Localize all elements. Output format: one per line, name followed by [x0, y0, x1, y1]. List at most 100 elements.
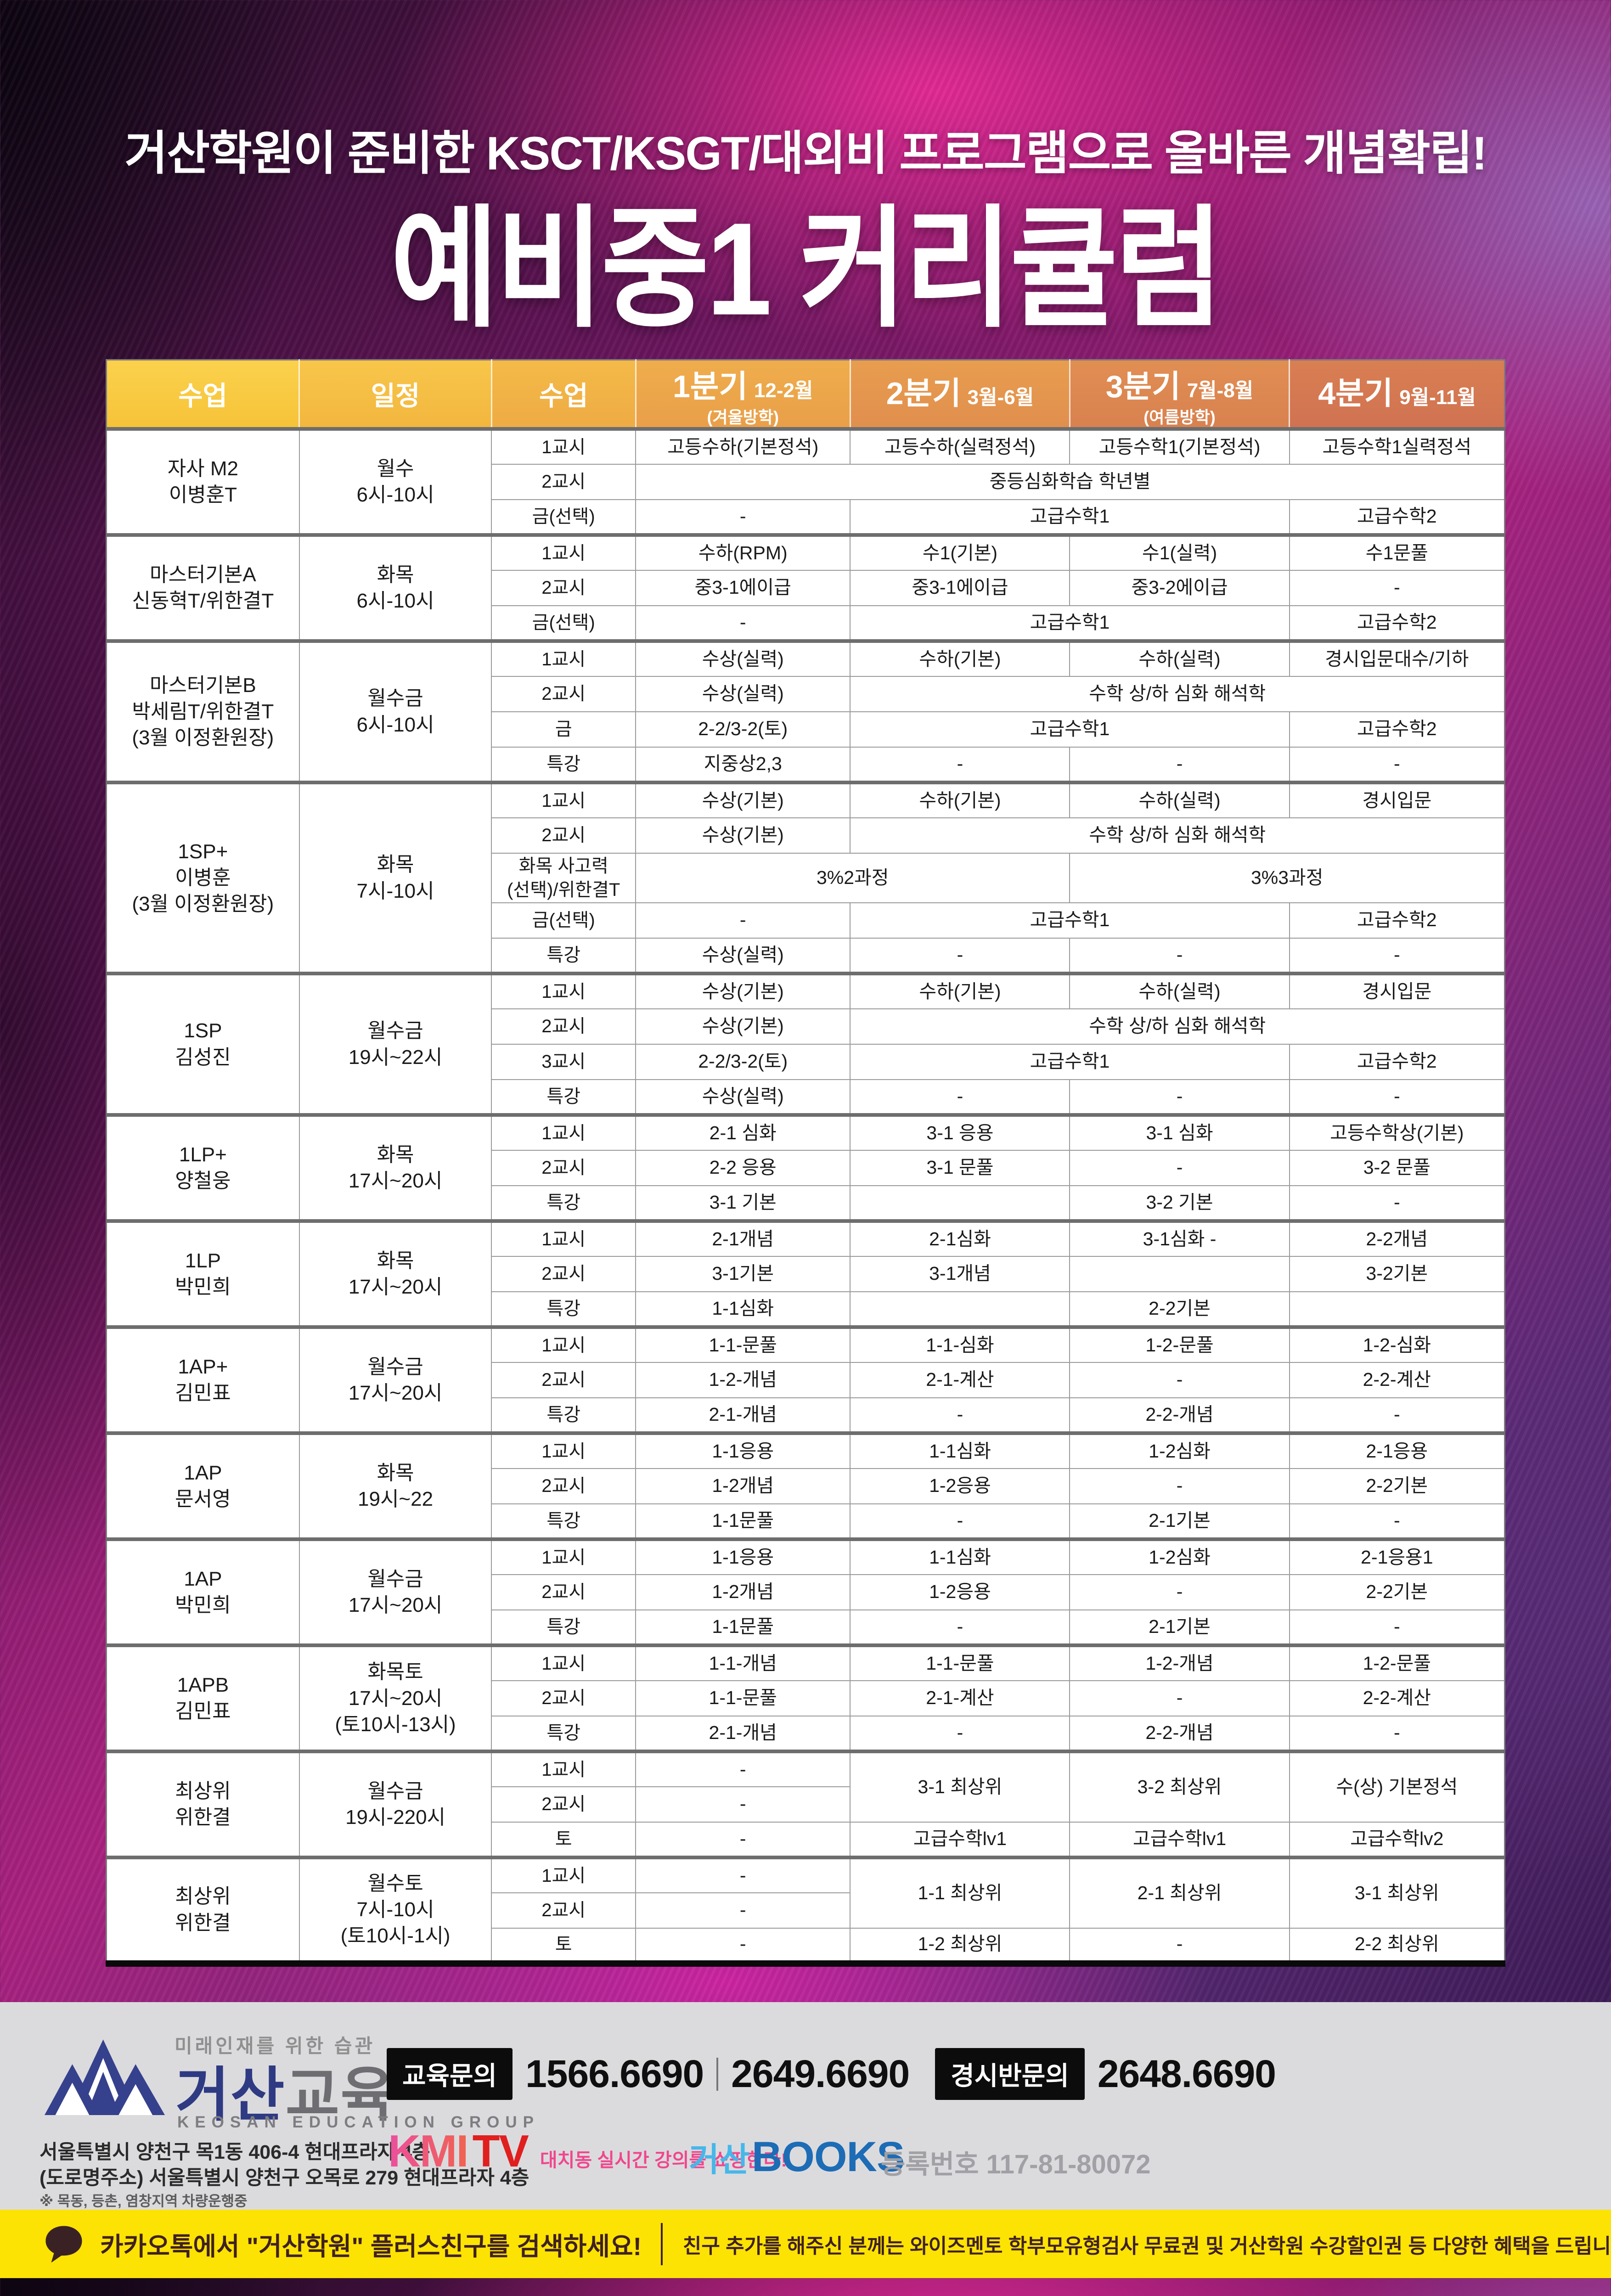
- table-row: 1LP+ 양철웅 화목 17시~20시 1교시 2-1 심화 3-1 응용 3-1 심화 고…: [106, 1114, 1505, 1221]
- table-row: 금(선택) - 고급수학1 고급수학2: [107, 605, 1505, 642]
- class-name-cell: 1AP 박민희: [106, 1538, 300, 1646]
- table-row: 2교시 1-2-개념 2-1-계산 -2-2-계산: [107, 1362, 1505, 1398]
- schedule-cell: 화목 19시~22: [299, 1432, 492, 1540]
- table-row: 2교시 수상(기본) 수학 상/하 심화 해석학: [107, 1008, 1505, 1045]
- curriculum-cell: 수상(기본): [635, 1008, 851, 1045]
- column-header: 일정: [299, 360, 492, 429]
- kmi-text: KMI: [388, 2126, 469, 2176]
- curriculum-cell: 수1(실력): [1069, 534, 1290, 571]
- curriculum-cell: 1-2심화: [1069, 1432, 1290, 1469]
- keosan-books-logo: 거산 BOOKS: [689, 2133, 905, 2181]
- table-row: 금(선택) - 고급수학1 고급수학2: [107, 902, 1505, 939]
- curriculum-cell: 1-1문풀: [635, 1609, 851, 1646]
- period-label-cell: 1교시: [491, 1644, 637, 1681]
- curriculum-cell: 2-1기본: [1069, 1503, 1290, 1540]
- course-section: 1SP 김성진 월수금 19시~22시 1교시 수상(기본) 수하(기본) 수하(실력) 경…: [106, 973, 1505, 1115]
- quarter-months: 9월-11월: [1399, 386, 1476, 409]
- curriculum-cell: 고등수학상(기본): [1289, 1114, 1505, 1151]
- kakao-talk-icon: [45, 2225, 82, 2262]
- table-row: 특강 1-1문풀 -2-1기본 -: [107, 1609, 1505, 1646]
- curriculum-cell: 1-2-심화: [1289, 1326, 1505, 1363]
- class-name-cell: 자사 M2 이병훈T: [106, 428, 300, 535]
- class-name-cell: 1AP 문서영: [106, 1432, 300, 1540]
- curriculum-cell: 중등심화학습 학년별: [635, 463, 1505, 500]
- curriculum-cell: 2-1-계산: [850, 1362, 1070, 1398]
- curriculum-cell: -: [635, 605, 851, 642]
- table-row: 1AP 박민희 월수금 17시~20시 1교시 1-1응용 1-1심화 1-2심화 2-1응…: [106, 1538, 1505, 1646]
- curriculum-cell: 2-1응용: [1289, 1432, 1505, 1469]
- curriculum-cell: 중3-1에이급: [850, 569, 1070, 606]
- curriculum-cell: 고급수학2: [1289, 711, 1505, 748]
- table-row: 2교시 수상(기본) 수학 상/하 심화 해석학: [107, 817, 1505, 854]
- curriculum-cell: 2-2기본: [1069, 1291, 1290, 1328]
- schedule-cell: 월수금 17시~20시: [299, 1326, 492, 1434]
- schedule-cell: 화목 17시~20시: [299, 1220, 492, 1328]
- curriculum-cell: [1289, 1291, 1505, 1328]
- curriculum-cell: 3-1 문풀: [850, 1149, 1070, 1186]
- curriculum-cell: 고급수학lv2: [1289, 1821, 1505, 1858]
- curriculum-cell: 2-2/3-2(토): [635, 711, 851, 748]
- curriculum-cell: 수상(기본): [635, 817, 851, 854]
- schedule-cell: 화목토 17시~20시 (토10시-13시): [299, 1644, 492, 1752]
- curriculum-cell: 수하(RPM): [635, 534, 851, 571]
- curriculum-cell: 고급수학2: [1289, 499, 1505, 535]
- period-label-cell: 2교시: [491, 817, 637, 854]
- curriculum-cell: 1-2-개념: [635, 1362, 851, 1398]
- footer: 미래인재를 위한 습관 거산교육 KEOSAN EDUCATION GROUP …: [0, 2002, 1611, 2210]
- column-header: 수업: [106, 360, 299, 429]
- period-label-cell: 특강: [491, 1715, 637, 1752]
- period-label-cell: 화목 사고력 (선택)/위한결T: [491, 852, 637, 903]
- curriculum-cell: 2-1기본: [1069, 1609, 1290, 1646]
- curriculum-cell: -: [1289, 1079, 1505, 1115]
- table-row: 특강 1-1문풀 -2-1기본 -: [107, 1503, 1505, 1540]
- curriculum-cell: 중3-1에이급: [635, 569, 851, 606]
- period-label-cell: 2교시: [491, 1680, 637, 1716]
- curriculum-cell: 수하(실력): [1069, 973, 1290, 1009]
- books-kr: 거산: [689, 2142, 750, 2178]
- period-label-cell: 2교시: [491, 1786, 637, 1823]
- course-section: 1LP 박민희 화목 17시~20시 1교시 2-1개념 2-1심화 3-1심화 -2-2…: [106, 1220, 1505, 1328]
- benefit-text: 친구 추가를 해주신 분께는 와이즈멘토 학부모유형검사 무료권 및 거산학원 …: [682, 2234, 1611, 2257]
- period-label-cell: 3교시: [491, 1043, 637, 1080]
- keosan-logo-icon: [44, 2039, 165, 2115]
- curriculum-cell: -: [1069, 1680, 1290, 1716]
- period-label-cell: 금(선택): [491, 499, 637, 535]
- curriculum-cell: 수1문풀: [1289, 534, 1505, 571]
- curriculum-cell: 고등수하(기본정석): [635, 428, 851, 465]
- curriculum-cell: -: [850, 937, 1070, 974]
- schedule-cell: 화목 17시~20시: [299, 1114, 492, 1221]
- curriculum-cell: 1-2-문풀: [1069, 1326, 1290, 1363]
- books-en: BOOKS: [751, 2133, 905, 2180]
- table-row: 1AP 문서영 화목 19시~22 1교시 1-1응용 1-1심화 1-2심화 2-1응용: [106, 1432, 1505, 1540]
- table-row: 금 2-2/3-2(토) 고급수학1 고급수학2: [107, 711, 1505, 748]
- tv-text: TV: [472, 2126, 529, 2176]
- class-name-cell: 최상위 위한결: [106, 1857, 300, 1964]
- curriculum-cell: -: [1289, 937, 1505, 974]
- class-name-cell: 1SP 김성진: [106, 973, 300, 1115]
- curriculum-cell: -: [850, 1503, 1070, 1540]
- table-row: 특강 3-1 기본 3-2 기본 -: [107, 1185, 1505, 1221]
- curriculum-cell: 수학 상/하 심화 해석학: [850, 1008, 1505, 1045]
- brand-tagline: 미래인재를 위한 습관: [175, 2035, 376, 2057]
- period-label-cell: 특강: [491, 1291, 637, 1328]
- curriculum-cell: 3-1심화 -: [1069, 1220, 1290, 1257]
- class-name-cell: 1SP+ 이병훈 (3월 이정환원장): [106, 782, 300, 974]
- table-row: 1LP 박민희 화목 17시~20시 1교시 2-1개념 2-1심화 3-1심화 -2-2…: [106, 1220, 1505, 1328]
- curriculum-cell: 2-1-개념: [635, 1715, 851, 1752]
- banner-divider: [660, 2223, 663, 2265]
- period-label-cell: 1교시: [491, 534, 637, 571]
- curriculum-cell: 3-1 심화: [1069, 1114, 1290, 1151]
- curriculum-cell: 고등수학1(기본정석): [1069, 428, 1290, 465]
- period-label-cell: 특강: [491, 1079, 637, 1115]
- period-label-cell: 2교시: [491, 1255, 637, 1292]
- logo-english: KEOSAN EDUCATION GROUP: [177, 2113, 540, 2131]
- phone-divider: [716, 2057, 719, 2091]
- table-row: 특강 2-1-개념 -2-2-개념 -: [107, 1715, 1505, 1752]
- course-section: 1AP+ 김민표 월수금 17시~20시 1교시 1-1-문풀 1-1-심화 1-2-문풀…: [106, 1326, 1505, 1434]
- edu-phone-1: 1566.6690: [525, 2052, 704, 2095]
- table-row: 2교시 수상(실력) 수학 상/하 심화 해석학: [107, 675, 1505, 712]
- curriculum-cell: 수상(실력): [635, 640, 851, 677]
- column-header: 수업: [490, 360, 636, 429]
- class-name-cell: 마스터기본B 박세림T/위한결T (3월 이정환원장): [106, 640, 300, 783]
- curriculum-cell: 수상(기본): [635, 782, 851, 818]
